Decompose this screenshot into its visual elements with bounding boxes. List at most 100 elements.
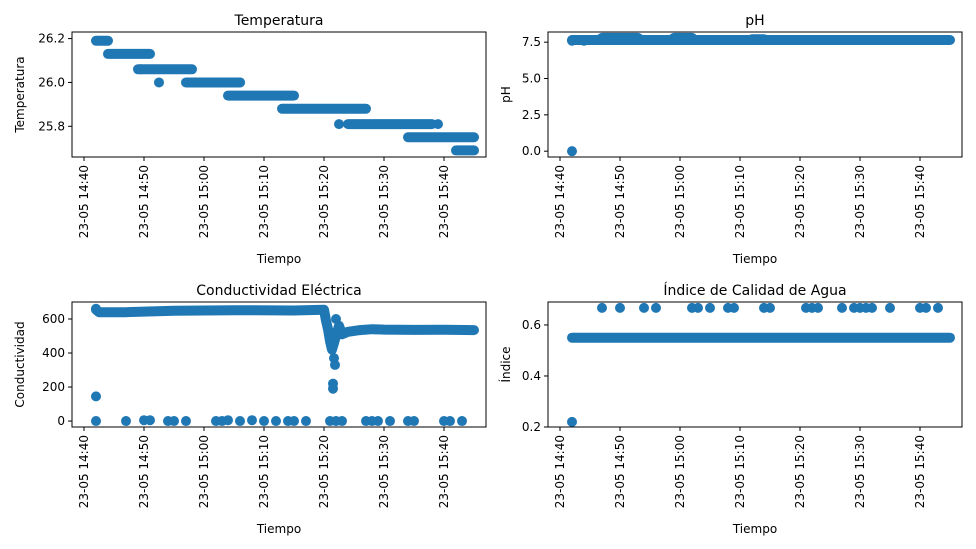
temperatura-axes-frame [71, 31, 487, 158]
indice-xtick-label: 23-05 15:10 [733, 435, 747, 508]
indice-point-15 [837, 302, 847, 313]
conductividad-point-7 [169, 416, 179, 427]
ph-ytick-label: 2.5 [522, 108, 541, 122]
conductividad-xtick-label: 23-05 15:10 [257, 435, 271, 508]
data-layer-conductividad [91, 303, 479, 427]
ph-ytick-label: 7.5 [522, 35, 541, 49]
indice-point-9 [729, 302, 739, 313]
temperatura-ytick-label: 26.0 [38, 75, 65, 89]
temperatura-xtick-label: 23-05 15:30 [377, 165, 391, 238]
conductividad-point-1 [91, 391, 101, 402]
conductividad-ytick-label: 0 [57, 414, 65, 428]
conductividad-xtick-label: 23-05 15:40 [437, 435, 451, 508]
chart-conductividad: 0 200 400 600 23-05 14:40 23-05 14:50 23-05 15… [13, 283, 487, 536]
temperatura-point-0 [136, 64, 146, 75]
temperatura-xtick-label: 23-05 15:00 [197, 165, 211, 238]
temperatura-title: Temperatura [234, 13, 324, 29]
indice-ytick-label: 0.4 [522, 369, 541, 383]
conductividad-point-11 [223, 415, 233, 426]
conductividad-point-18 [301, 416, 311, 427]
temperatura-xtick-label: 23-05 14:40 [77, 165, 91, 238]
conductividad-point-2 [91, 416, 101, 427]
ph-xtick-label: 23-05 14:40 [553, 165, 567, 238]
indice-xtick-label: 23-05 15:40 [913, 435, 927, 508]
indice-point-19 [867, 302, 877, 313]
ph-ytick-label: 5.0 [522, 72, 541, 86]
indice-ylabel: Índice [498, 346, 513, 382]
indice-point-2 [615, 302, 625, 313]
indice-point-23 [933, 302, 943, 313]
conductividad-point-32 [409, 416, 419, 427]
conductividad-axes-frame [71, 301, 487, 428]
ph-title: pH [745, 13, 764, 29]
ph-xtick-label: 23-05 15:40 [913, 165, 927, 238]
conductividad-point-30 [385, 416, 395, 427]
conductividad-point-13 [247, 415, 257, 426]
temperatura-point-4 [433, 119, 443, 130]
indice-point-0 [567, 416, 577, 427]
temperatura-ytick-label: 25.8 [38, 119, 65, 133]
temperatura-xtick-label: 23-05 15:20 [317, 165, 331, 238]
indice-point-1 [597, 302, 607, 313]
data-layer-indice [567, 302, 955, 427]
ph-axes-frame [547, 31, 963, 158]
ph-ytick-label: 0.0 [522, 144, 541, 158]
conductividad-ytick-label: 200 [42, 380, 65, 394]
indice-point-11 [765, 302, 775, 313]
ph-xtick-label: 23-05 15:30 [853, 165, 867, 238]
conductividad-point-26 [337, 416, 347, 427]
ph-ylabel: pH [499, 86, 513, 103]
temperatura-point-1 [154, 77, 164, 88]
conductividad-ytick-label: 400 [42, 346, 65, 360]
conductividad-point-22 [328, 383, 338, 394]
conductividad-xlabel: Tiempo [256, 522, 301, 536]
indice-axes-frame [547, 301, 963, 428]
data-layer-temperatura [91, 35, 479, 156]
conductividad-xtick-label: 23-05 14:50 [137, 435, 151, 508]
chart-temperatura: 25.8 26.0 26.2 23-05 14:40 23-05 14:50 23-05 … [13, 13, 487, 266]
data-layer-ph [567, 32, 955, 157]
indice-xtick-label: 23-05 15:30 [853, 435, 867, 508]
conductividad-xtick-label: 23-05 14:40 [77, 435, 91, 508]
indice-xtick-label: 23-05 15:00 [673, 435, 687, 508]
conductividad-point-17 [289, 416, 299, 427]
chart-indice-calidad: 0.2 0.4 0.6 23-05 14:40 23-05 14:50 23-05 15:… [498, 282, 963, 536]
conductividad-ylabel: Conductividad [13, 321, 27, 407]
conductividad-point-34 [445, 416, 455, 427]
conductividad-xtick-label: 23-05 15:00 [197, 435, 211, 508]
conductividad-point-14 [259, 416, 269, 427]
conductividad-point-5 [145, 415, 155, 426]
ph-xtick-label: 23-05 14:50 [613, 165, 627, 238]
indice-point-22 [921, 302, 931, 313]
ph-point-2 [579, 35, 589, 46]
indice-xtick-label: 23-05 15:20 [793, 435, 807, 508]
temperatura-point-2 [235, 77, 245, 88]
temperatura-xtick-label: 23-05 15:10 [257, 165, 271, 238]
conductividad-point-29 [373, 416, 383, 427]
ph-point-0 [567, 146, 577, 157]
conductividad-xtick-label: 23-05 15:20 [317, 435, 331, 508]
ph-xtick-label: 23-05 15:00 [673, 165, 687, 238]
conductividad-ytick-label: 600 [42, 312, 65, 326]
indice-point-14 [813, 302, 823, 313]
indice-point-4 [651, 302, 661, 313]
indice-point-3 [639, 302, 649, 313]
indice-ytick-label: 0.6 [522, 318, 541, 332]
conductividad-point-3 [121, 416, 131, 427]
indice-point-20 [885, 302, 895, 313]
conductividad-title: Conductividad Eléctrica [196, 283, 361, 299]
conductividad-point-15 [271, 416, 281, 427]
ph-point-1 [567, 35, 577, 46]
temperatura-xtick-label: 23-05 15:40 [437, 165, 451, 238]
indice-xtick-label: 23-05 14:50 [613, 435, 627, 508]
temperatura-xtick-label: 23-05 14:50 [137, 165, 151, 238]
temperatura-point-3 [334, 119, 344, 130]
indice-xtick-label: 23-05 14:40 [553, 435, 567, 508]
temperatura-xlabel: Tiempo [256, 252, 301, 266]
ph-xtick-label: 23-05 15:20 [793, 165, 807, 238]
conductividad-xtick-label: 23-05 15:30 [377, 435, 391, 508]
ph-xlabel: Tiempo [732, 252, 777, 266]
indice-point-6 [693, 302, 703, 313]
conductividad-point-12 [235, 416, 245, 427]
chart-ph: 0.0 2.5 5.0 7.5 23-05 14:40 23-05 14:50 23-05 … [499, 13, 963, 266]
